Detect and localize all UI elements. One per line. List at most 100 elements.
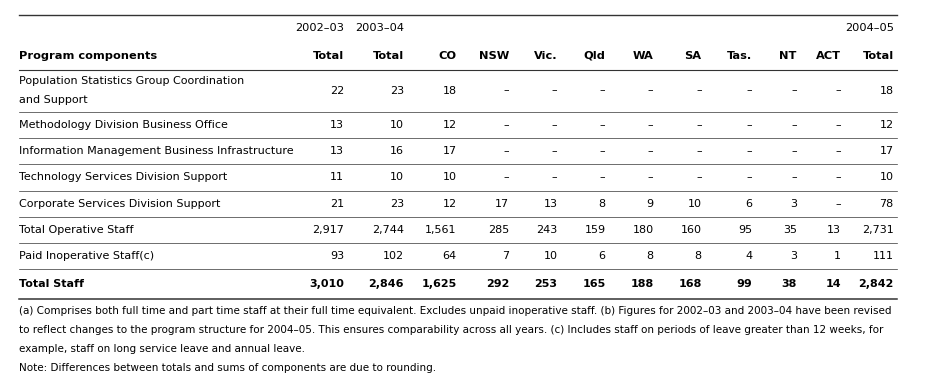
Text: –: – <box>600 146 605 156</box>
Text: –: – <box>791 85 797 95</box>
Text: Vic.: Vic. <box>534 51 557 61</box>
Text: Total: Total <box>863 51 894 61</box>
Text: WA: WA <box>633 51 653 61</box>
Text: –: – <box>504 146 509 156</box>
Text: Paid Inoperative Staff(c): Paid Inoperative Staff(c) <box>19 251 154 261</box>
Text: –: – <box>747 172 753 182</box>
Text: 1,625: 1,625 <box>422 279 456 289</box>
Text: 22: 22 <box>330 85 344 95</box>
Text: 13: 13 <box>330 146 344 156</box>
Text: –: – <box>791 146 797 156</box>
Text: 4: 4 <box>745 251 753 261</box>
Text: Total: Total <box>313 51 344 61</box>
Text: 2,731: 2,731 <box>862 225 894 235</box>
Text: 95: 95 <box>738 225 753 235</box>
Text: –: – <box>747 85 753 95</box>
Text: SA: SA <box>685 51 702 61</box>
Text: 18: 18 <box>880 85 894 95</box>
Text: 12: 12 <box>442 199 456 209</box>
Text: 102: 102 <box>383 251 404 261</box>
Text: 243: 243 <box>537 225 557 235</box>
Text: 35: 35 <box>783 225 797 235</box>
Text: 10: 10 <box>390 172 404 182</box>
Text: 180: 180 <box>633 225 653 235</box>
Text: 12: 12 <box>442 120 456 130</box>
Text: 10: 10 <box>442 172 456 182</box>
Text: 12: 12 <box>880 120 894 130</box>
Text: 17: 17 <box>442 146 456 156</box>
Text: –: – <box>504 172 509 182</box>
Text: –: – <box>835 120 841 130</box>
Text: –: – <box>552 85 557 95</box>
Text: Program components: Program components <box>19 51 157 61</box>
Text: –: – <box>648 120 653 130</box>
Text: –: – <box>747 146 753 156</box>
Text: 18: 18 <box>442 85 456 95</box>
Text: 10: 10 <box>880 172 894 182</box>
Text: Total Operative Staff: Total Operative Staff <box>19 225 133 235</box>
Text: –: – <box>648 172 653 182</box>
Text: 16: 16 <box>390 146 404 156</box>
Text: –: – <box>747 120 753 130</box>
Text: 2,842: 2,842 <box>858 279 894 289</box>
Text: 2002–03: 2002–03 <box>295 23 344 34</box>
Text: 285: 285 <box>488 225 509 235</box>
Text: 78: 78 <box>880 199 894 209</box>
Text: –: – <box>791 172 797 182</box>
Text: –: – <box>696 146 702 156</box>
Text: –: – <box>552 146 557 156</box>
Text: 3: 3 <box>790 199 797 209</box>
Text: Methodology Division Business Office: Methodology Division Business Office <box>19 120 227 130</box>
Text: 1: 1 <box>835 251 841 261</box>
Text: Population Statistics Group Coordination: Population Statistics Group Coordination <box>19 76 244 86</box>
Text: –: – <box>696 85 702 95</box>
Text: 93: 93 <box>330 251 344 261</box>
Text: 188: 188 <box>630 279 653 289</box>
Text: –: – <box>648 85 653 95</box>
Text: 99: 99 <box>736 279 753 289</box>
Text: 11: 11 <box>330 172 344 182</box>
Text: –: – <box>600 120 605 130</box>
Text: Total Staff: Total Staff <box>19 279 84 289</box>
Text: to reflect changes to the program structure for 2004–05. This ensures comparabil: to reflect changes to the program struct… <box>19 325 883 335</box>
Text: 3,010: 3,010 <box>309 279 344 289</box>
Text: –: – <box>835 85 841 95</box>
Text: –: – <box>696 120 702 130</box>
Text: 8: 8 <box>599 199 605 209</box>
Text: 159: 159 <box>585 225 605 235</box>
Text: 2003–04: 2003–04 <box>355 23 404 34</box>
Text: 17: 17 <box>880 146 894 156</box>
Text: example, staff on long service leave and annual leave.: example, staff on long service leave and… <box>19 344 305 354</box>
Text: 160: 160 <box>681 225 702 235</box>
Text: –: – <box>791 120 797 130</box>
Text: 2004–05: 2004–05 <box>845 23 894 34</box>
Text: 23: 23 <box>389 85 404 95</box>
Text: NSW: NSW <box>479 51 509 61</box>
Text: 38: 38 <box>782 279 797 289</box>
Text: 9: 9 <box>647 199 653 209</box>
Text: 253: 253 <box>535 279 557 289</box>
Text: Tas.: Tas. <box>727 51 753 61</box>
Text: Note: Differences between totals and sums of components are due to rounding.: Note: Differences between totals and sum… <box>19 363 436 373</box>
Text: –: – <box>696 172 702 182</box>
Text: 292: 292 <box>486 279 509 289</box>
Text: –: – <box>552 120 557 130</box>
Text: 10: 10 <box>687 199 702 209</box>
Text: 14: 14 <box>825 279 841 289</box>
Text: –: – <box>648 146 653 156</box>
Text: 13: 13 <box>827 225 841 235</box>
Text: –: – <box>835 199 841 209</box>
Text: Qld: Qld <box>584 51 605 61</box>
Text: 6: 6 <box>745 199 753 209</box>
Text: 6: 6 <box>599 251 605 261</box>
Text: 10: 10 <box>390 120 404 130</box>
Text: 2,917: 2,917 <box>312 225 344 235</box>
Text: 13: 13 <box>330 120 344 130</box>
Text: 2,744: 2,744 <box>372 225 404 235</box>
Text: –: – <box>600 85 605 95</box>
Text: 10: 10 <box>543 251 557 261</box>
Text: ACT: ACT <box>816 51 841 61</box>
Text: –: – <box>600 172 605 182</box>
Text: Total: Total <box>372 51 404 61</box>
Text: 23: 23 <box>389 199 404 209</box>
